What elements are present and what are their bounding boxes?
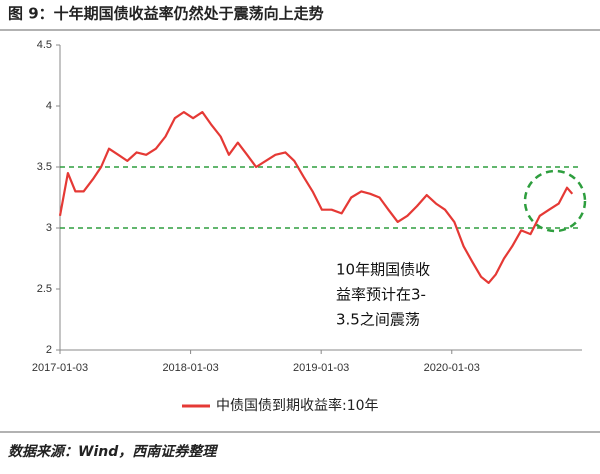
annotation: 益率预计在3- [336,286,426,304]
x-tick-label: 2019-01-03 [293,362,349,374]
chart-title: 图 9：十年期国债收益率仍然处于震荡向上走势 [8,5,324,23]
y-tick-label: 3.5 [37,161,52,173]
y-tick-label: 4.5 [37,39,52,51]
series-line [58,111,574,284]
y-tick-label: 2 [46,344,52,356]
legend-label: 中债国债到期收益率:10年 [216,397,379,414]
source: 数据来源：Wind，西南证券整理 [8,443,218,460]
y-tick-label: 3 [46,222,52,234]
annotation: 10年期国债收 [336,261,430,279]
x-tick-label: 2017-01-03 [32,362,88,374]
x-tick-label: 2020-01-03 [424,362,480,374]
y-tick-label: 4 [46,100,52,112]
annotation: 3.5之间震荡 [336,311,420,329]
highlight-circle [523,169,587,233]
x-tick-label: 2018-01-03 [162,362,218,374]
y-tick-label: 2.5 [37,283,52,295]
